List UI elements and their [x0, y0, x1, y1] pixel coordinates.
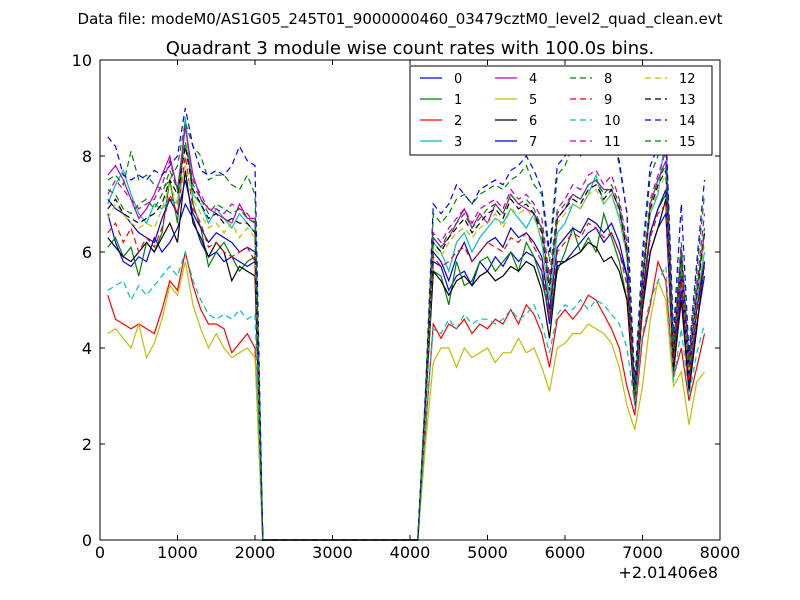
legend-label-12: 12: [679, 72, 696, 87]
series-line-10: [107, 249, 706, 541]
x-tick-label: 4000: [390, 543, 431, 562]
figure-suptitle: Data file: modeM0/AS1G05_245T01_90000004…: [78, 10, 723, 29]
legend-label-0: 0: [454, 72, 462, 87]
legend-label-5: 5: [529, 93, 537, 108]
y-tick-label: 0: [82, 531, 92, 550]
legend-label-14: 14: [679, 114, 696, 129]
series-line-8: [107, 120, 706, 541]
x-tick-label: 8000: [700, 543, 741, 562]
legend-label-9: 9: [604, 93, 612, 108]
y-tick-label: 4: [82, 339, 92, 358]
series-line-1: [107, 117, 706, 541]
x-tick-label: 1000: [157, 543, 198, 562]
x-tick-label: 2000: [235, 543, 276, 562]
y-tick-label: 2: [82, 435, 92, 454]
x-offset-label: +2.01406e8: [618, 563, 718, 582]
series-line-9: [107, 155, 706, 541]
legend-label-4: 4: [529, 72, 537, 87]
legend-label-11: 11: [604, 135, 621, 150]
series-line-3: [107, 117, 706, 541]
series-line-0: [107, 202, 706, 541]
x-tick-label: 3000: [312, 543, 353, 562]
series-line-7: [107, 179, 706, 541]
x-tick-label: 6000: [545, 543, 586, 562]
y-tick-label: 8: [82, 147, 92, 166]
chart-title: Quadrant 3 module wise count rates with …: [166, 38, 655, 59]
x-tick-label: 0: [95, 543, 105, 562]
legend-label-6: 6: [529, 114, 537, 129]
series-line-14: [107, 107, 706, 541]
legend-label-2: 2: [454, 114, 462, 129]
legend-label-10: 10: [604, 114, 621, 129]
y-tick-label: 6: [82, 243, 92, 262]
x-tick-label: 5000: [467, 543, 508, 562]
series-line-2: [107, 251, 706, 541]
legend-label-1: 1: [454, 93, 462, 108]
y-tick-label: 10: [72, 51, 92, 70]
legend-box: [409, 65, 713, 156]
legend-label-15: 15: [679, 135, 696, 150]
legend-label-13: 13: [679, 93, 696, 108]
series-line-5: [107, 261, 705, 541]
x-tick-label: 7000: [622, 543, 663, 562]
x-axis: 0 1000 2000 3000 4000 5000 6000 7000 8000: [95, 60, 740, 562]
legend-label-3: 3: [454, 135, 462, 150]
legend-label-8: 8: [604, 72, 612, 87]
series-line-15: [107, 141, 706, 541]
plot-lines: [107, 107, 706, 541]
legend-label-7: 7: [529, 135, 537, 150]
